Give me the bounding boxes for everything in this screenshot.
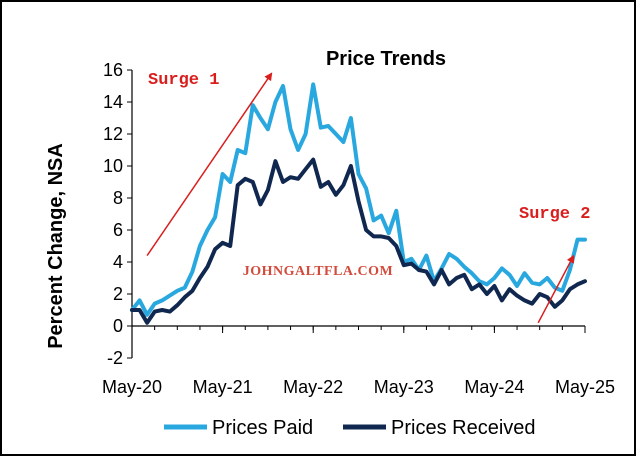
watermark-text: JOHNGALTFLA.COM xyxy=(243,264,394,279)
series-line-prices-paid xyxy=(130,82,587,317)
y-axis: -2 0 2 4 6 8 10 12 14 16 xyxy=(103,60,133,368)
series-lines xyxy=(130,82,587,325)
y-tick-label: -2 xyxy=(107,348,123,368)
y-tick-label: 8 xyxy=(113,188,123,208)
annotations: Surge 1 Surge 2 xyxy=(146,71,590,324)
series-line-prices-received xyxy=(130,157,587,325)
x-tick-label: May-23 xyxy=(374,377,434,397)
legend: Prices Paid Prices Received xyxy=(164,417,536,439)
y-tick-label: 14 xyxy=(103,92,123,112)
legend-label-prices-received: Prices Received xyxy=(391,417,536,439)
y-tick-label: 16 xyxy=(103,60,123,80)
x-tick-label: May-24 xyxy=(464,377,524,397)
x-axis: May-20 May-21 May-22 May-23 May-24 May-25 xyxy=(102,325,615,397)
x-tick-label: May-21 xyxy=(193,377,253,397)
x-tick-label: May-20 xyxy=(102,377,162,397)
y-tick-label: 12 xyxy=(103,124,123,144)
y-axis-label: Percent Change, NSA xyxy=(45,143,67,349)
annotation-label-2: Surge 2 xyxy=(519,205,590,224)
x-tick-label: May-22 xyxy=(283,377,343,397)
annotation-arrow-2 xyxy=(537,254,575,324)
chart-title: Price Trends xyxy=(326,48,446,70)
y-tick-label: 10 xyxy=(103,156,123,176)
y-tick-label: 4 xyxy=(113,252,123,272)
annotation-arrow-1 xyxy=(146,72,273,257)
y-tick-label: 0 xyxy=(113,316,123,336)
y-tick-label: 6 xyxy=(113,220,123,240)
y-tick-label: 2 xyxy=(113,284,123,304)
legend-label-prices-paid: Prices Paid xyxy=(212,417,313,439)
annotation-label-1: Surge 1 xyxy=(148,71,219,90)
x-tick-label: May-25 xyxy=(555,377,615,397)
